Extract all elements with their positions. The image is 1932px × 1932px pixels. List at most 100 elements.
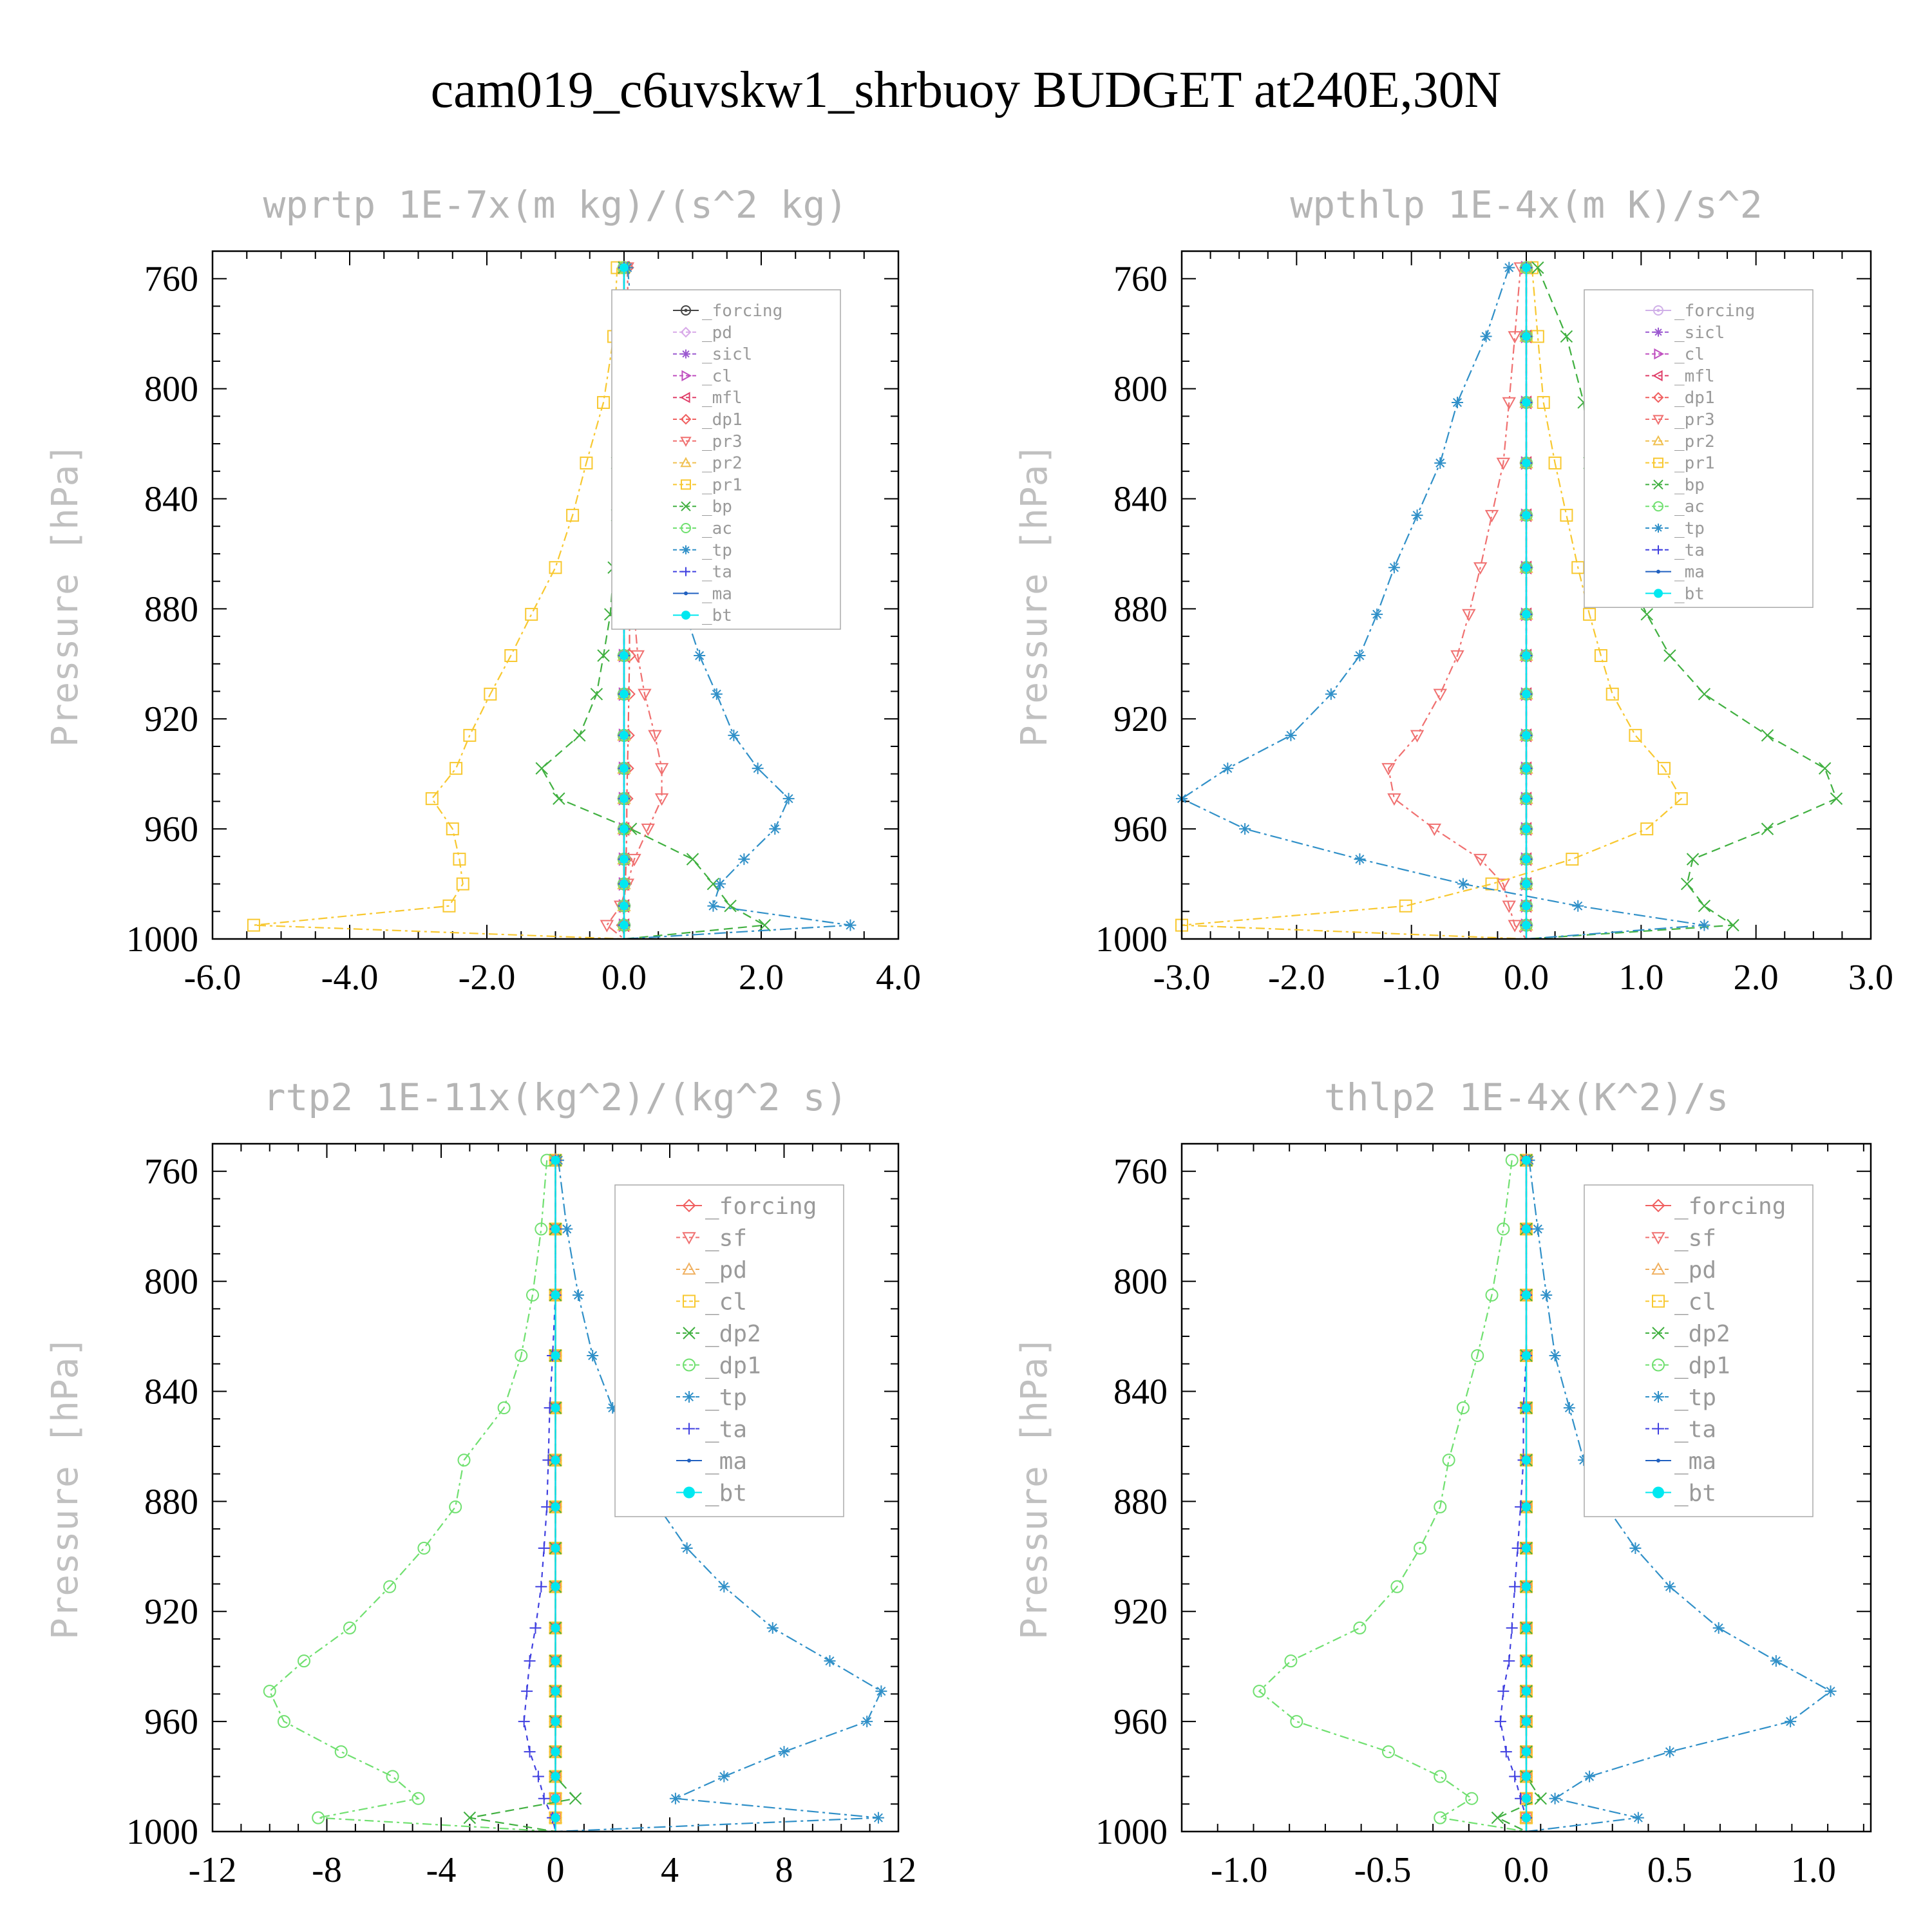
legend-entry: _pr3 <box>1645 410 1715 430</box>
y-tick-label: 1000 <box>126 920 198 960</box>
data-point <box>1534 1792 1547 1805</box>
data-point <box>412 1792 425 1805</box>
data-point <box>1497 1222 1510 1236</box>
data-point <box>1506 1622 1518 1634</box>
data-point <box>1491 1811 1504 1824</box>
legend-entry: _pd <box>673 323 732 343</box>
x-tick-label: 4 <box>661 1850 679 1890</box>
series-line <box>1495 1160 1542 1832</box>
legend-label: _mfl <box>702 388 743 408</box>
data-point <box>694 649 706 661</box>
data-point <box>1471 1349 1484 1362</box>
data-point <box>551 1290 560 1300</box>
data-point <box>1761 729 1774 742</box>
x-tick-label: -12 <box>189 1850 237 1890</box>
panel-1: wprtp 1E-7x(m kg)/(s^2 kg) Pressure [hPa]… <box>44 183 921 998</box>
data-point <box>686 853 699 866</box>
data-point <box>620 650 629 660</box>
data-point <box>620 764 629 773</box>
plot-frame <box>211 250 900 940</box>
legend-label: _dp1 <box>1674 388 1715 408</box>
data-point <box>1680 877 1694 891</box>
data-point <box>551 1687 560 1696</box>
plot-frame <box>1180 1142 1872 1833</box>
y-tick-label: 760 <box>1113 1152 1168 1192</box>
legend-entry: _dp2 <box>1645 1321 1730 1347</box>
data-point <box>1674 792 1688 806</box>
data-point <box>1354 853 1366 866</box>
data-point <box>1480 330 1492 343</box>
y-tick-label: 760 <box>1113 260 1168 299</box>
y-tick-label: 960 <box>1113 810 1168 849</box>
legend-label: _sicl <box>702 345 752 365</box>
data-point <box>551 1224 560 1234</box>
legend-label: _sf <box>1674 1226 1716 1252</box>
legend-entry: _sf <box>676 1226 747 1252</box>
legend-entry: _tp <box>1645 519 1705 538</box>
series-line <box>605 267 663 940</box>
data-point <box>551 1582 560 1591</box>
series-line <box>269 1160 556 1833</box>
data-point <box>1640 608 1653 621</box>
legend-entry: _ma <box>676 1448 747 1475</box>
data-point <box>551 1747 560 1757</box>
data-point <box>1500 1746 1512 1758</box>
data-point <box>728 729 740 741</box>
data-point <box>515 1349 528 1362</box>
legend-label: _pr1 <box>702 475 743 495</box>
data-point <box>654 793 669 806</box>
data-point <box>1522 650 1531 660</box>
y-tick-label: 880 <box>1113 589 1168 629</box>
legend-box <box>611 289 841 630</box>
data-point <box>1253 1685 1266 1698</box>
data-point <box>1503 261 1515 274</box>
legend-label: _forcing <box>1674 301 1755 321</box>
data-point <box>766 1622 779 1634</box>
series-line <box>253 267 625 940</box>
legend-label: _ma <box>1674 563 1705 582</box>
x-tick-label: 2.0 <box>739 958 784 998</box>
legend-label: _pr2 <box>702 454 743 473</box>
y-axis-label: Pressure [hPa] <box>44 1336 86 1640</box>
series-line <box>623 267 851 940</box>
legend-label: _ma <box>705 1448 747 1475</box>
data-point <box>1497 1685 1510 1698</box>
legend-entry: _ma <box>1645 1448 1716 1475</box>
data-point <box>1578 1454 1590 1466</box>
data-point <box>298 1654 310 1668</box>
legend-entry: _bt <box>676 1481 747 1507</box>
data-point <box>620 824 629 834</box>
data-point <box>386 1770 399 1783</box>
data-point <box>525 607 538 621</box>
legend-entry: _sicl <box>1645 323 1725 343</box>
plot-frame <box>1180 250 1872 940</box>
x-tick-label: -4 <box>426 1850 457 1890</box>
legend-entry: _dp1 <box>1645 1353 1730 1379</box>
legend-label: _bp <box>702 497 732 516</box>
legend-entry: _pr1 <box>1645 454 1715 473</box>
legend-entry: _forcing <box>1645 1193 1786 1220</box>
legend-label: _tp <box>1674 1385 1716 1411</box>
data-point <box>1462 609 1476 621</box>
data-point <box>1285 729 1297 741</box>
legend-entry: _pd <box>1645 1257 1716 1283</box>
data-point <box>1698 900 1711 913</box>
y-tick-label: 880 <box>1113 1482 1168 1522</box>
y-axis-label: Pressure [hPa] <box>1014 443 1056 747</box>
data-point <box>1239 823 1251 835</box>
data-point <box>449 1500 462 1513</box>
legend-entry: _ma <box>673 584 732 603</box>
data-point <box>504 649 518 662</box>
data-point <box>457 1454 471 1467</box>
data-point <box>312 1811 325 1824</box>
legend-entry: _dp1 <box>673 410 743 430</box>
data-point <box>620 263 629 272</box>
data-point <box>549 561 562 574</box>
y-tick-label: 1000 <box>126 1812 198 1852</box>
data-point <box>532 1770 544 1783</box>
series-tp <box>1176 261 1710 940</box>
data-point <box>710 688 723 700</box>
x-tick-label: 0.0 <box>1504 958 1549 998</box>
data-point <box>1522 1794 1531 1803</box>
